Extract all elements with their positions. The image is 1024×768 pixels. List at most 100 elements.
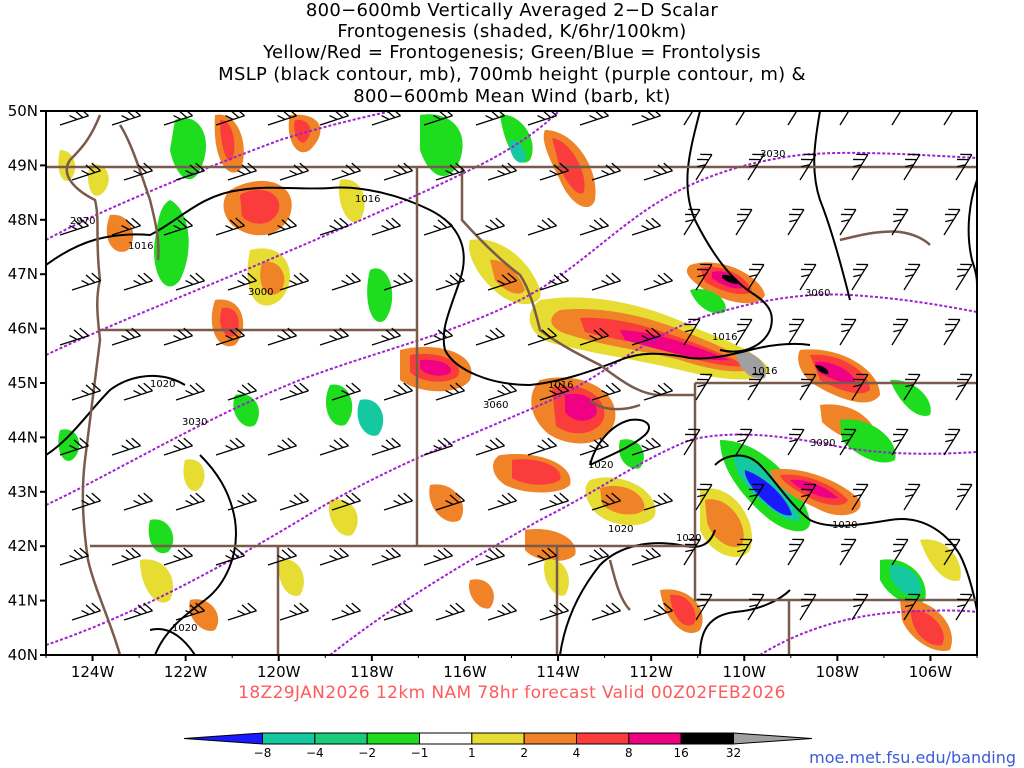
wind-barb (903, 153, 921, 181)
wind-barb (695, 153, 713, 181)
mslp-label: 1016 (712, 332, 737, 343)
lat-tick-label: 40N (8, 646, 38, 664)
wind-barb (175, 492, 205, 511)
wind-barb (215, 437, 245, 456)
wind-barb (683, 428, 701, 456)
id-mt-border (460, 167, 695, 397)
wind-barb (371, 217, 401, 236)
wind-barb (123, 492, 153, 511)
wind-barb (891, 318, 909, 346)
height-label: 3060 (483, 400, 508, 411)
colorbar-swatch (366, 732, 420, 745)
colorbar-swatch (628, 732, 682, 745)
wind-barb (851, 263, 869, 291)
lon-tick-label: 106W (909, 663, 953, 681)
wind-barb (215, 547, 245, 566)
wind-barb (747, 153, 765, 181)
wind-barb (591, 272, 621, 291)
lat-tick-label: 43N (8, 483, 38, 501)
height-label: 3090 (810, 438, 835, 449)
wind-barb (227, 162, 257, 181)
wind-barb (943, 318, 961, 346)
wind-barb (71, 272, 101, 291)
colorbar-tick-label: −1 (410, 746, 429, 760)
wind-barb (579, 111, 609, 126)
wind-barb (175, 272, 205, 291)
wind-barb (579, 547, 609, 566)
reservoir-outline (589, 399, 641, 411)
wind-barb (527, 547, 557, 566)
lon-tick-label: 124W (71, 663, 115, 681)
wind-barb (435, 602, 465, 621)
wind-barb (851, 373, 869, 401)
mslp-contour-line (686, 111, 773, 353)
wind-barb (539, 382, 569, 401)
wind-barb (943, 538, 961, 566)
lat-tick-label: 49N (8, 156, 38, 174)
wind-barb (71, 162, 101, 181)
lon-tick-label: 120W (257, 663, 301, 681)
wind-barb (851, 153, 869, 181)
title-line-1: 800−600mb Vertically Averaged 2−D Scalar (305, 0, 719, 21)
lon-tick-label: 122W (164, 663, 208, 681)
height-label: 3030 (760, 149, 785, 160)
height-contour-line (759, 609, 977, 655)
wind-barb (799, 593, 817, 621)
puget-sound (118, 124, 160, 261)
colorbar-tick-label: −4 (305, 746, 324, 760)
mslp-label: 1016 (355, 194, 380, 205)
wind-barb (71, 382, 101, 401)
wind-barb (527, 327, 557, 346)
mslp-contour-line (714, 454, 977, 611)
wind-barb (383, 382, 413, 401)
colorbar-tick-label: 32 (725, 746, 742, 760)
colorbar-swatch (576, 732, 630, 745)
title-line-4: MSLP (black contour, mb), 700mb height (… (218, 64, 806, 85)
wind-barb (475, 437, 505, 456)
wind-barb (371, 327, 401, 346)
wind-barb (279, 272, 309, 291)
wind-barb (267, 437, 297, 456)
wind-barb (839, 208, 857, 236)
wind-barb (435, 492, 465, 511)
lake-outline (839, 230, 931, 246)
wind-barb (643, 382, 673, 401)
wind-barb (943, 111, 961, 126)
wind-barb (579, 327, 609, 346)
lat-tick-label: 44N (8, 428, 38, 446)
great-salt-lake (608, 559, 631, 611)
wind-barb (71, 492, 101, 511)
wind-barb (955, 483, 973, 511)
wind-barb (839, 318, 857, 346)
wind-barb (799, 483, 817, 511)
wind-barb (799, 153, 817, 181)
mslp-label: 1016 (128, 241, 153, 252)
wind-barb (279, 162, 309, 181)
mslp-label: 1020 (150, 379, 175, 390)
wind-barb (787, 318, 805, 346)
wind-barb (475, 217, 505, 236)
wind-barb (175, 162, 205, 181)
lat-tick-label: 47N (8, 265, 38, 283)
wind-barb (111, 111, 141, 126)
wind-barb (539, 492, 569, 511)
wind-barb (111, 547, 141, 566)
wind-barb (903, 373, 921, 401)
wind-barb (163, 547, 193, 566)
mslp-label: 1020 (608, 524, 633, 535)
wind-barb (371, 437, 401, 456)
wind-barb (631, 111, 661, 126)
wind-barb (319, 547, 349, 566)
wind-barb (383, 272, 413, 291)
wind-barb (331, 382, 361, 401)
forecast-valid-time: 18Z29JAN2026 12km NAM 78hr forecast Vali… (238, 683, 786, 703)
wind-barb (695, 593, 713, 621)
wind-barb (331, 272, 361, 291)
wind-barb (891, 428, 909, 456)
wind-barb (943, 208, 961, 236)
height-label: 3030 (182, 417, 207, 428)
wind-barb (643, 162, 673, 181)
wind-barb (903, 593, 921, 621)
wind-barb (123, 272, 153, 291)
wind-barb (227, 382, 257, 401)
